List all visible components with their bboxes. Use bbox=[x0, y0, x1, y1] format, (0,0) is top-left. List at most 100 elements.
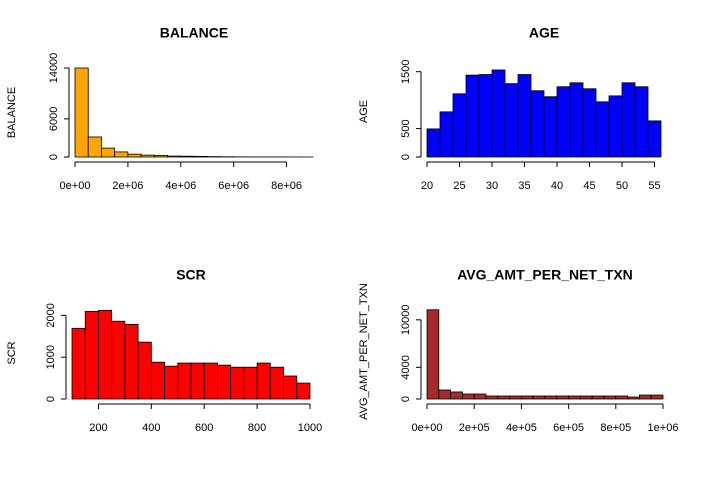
bar bbox=[509, 395, 522, 400]
y-tick-label: 0 bbox=[45, 396, 57, 402]
y-axis-label: BALANCE bbox=[6, 87, 18, 138]
y-tick-label: 500 bbox=[400, 119, 412, 137]
y-tick-label: 4000 bbox=[400, 355, 412, 379]
bar bbox=[582, 88, 597, 158]
bar bbox=[256, 362, 271, 400]
y-axis-label: SCR bbox=[6, 341, 18, 364]
bar bbox=[497, 395, 510, 400]
bar bbox=[478, 74, 493, 158]
bar bbox=[101, 147, 116, 158]
y-tick-label: 1000 bbox=[45, 345, 57, 369]
x-tick-label: 4e+05 bbox=[506, 422, 537, 434]
bar bbox=[137, 341, 152, 400]
y-tick-label: 1500 bbox=[400, 59, 412, 83]
y-tick-label: 2000 bbox=[45, 303, 57, 327]
bar bbox=[580, 395, 593, 400]
bar bbox=[521, 395, 534, 400]
bar bbox=[438, 389, 451, 400]
bar bbox=[465, 74, 480, 158]
x-tick-label: 6e+06 bbox=[218, 180, 249, 192]
x-tick-label: 800 bbox=[248, 422, 266, 434]
bar bbox=[87, 136, 102, 158]
y-tick-label: 6000 bbox=[48, 107, 60, 131]
x-tick-label: 400 bbox=[142, 422, 160, 434]
x-tick-label: 55 bbox=[648, 180, 660, 192]
bar bbox=[627, 396, 640, 400]
bar bbox=[473, 393, 487, 400]
y-tick-label: 0 bbox=[400, 396, 412, 402]
bar bbox=[491, 69, 506, 158]
bar bbox=[621, 82, 636, 158]
bar bbox=[556, 86, 571, 158]
bar bbox=[639, 394, 652, 400]
bar bbox=[84, 310, 99, 400]
y-tick-label: 0 bbox=[400, 154, 412, 160]
bar bbox=[426, 309, 440, 400]
bar bbox=[111, 320, 126, 400]
bar bbox=[217, 364, 232, 400]
bar bbox=[190, 362, 205, 400]
bar bbox=[269, 366, 284, 400]
y-tick-label: 0 bbox=[48, 154, 60, 160]
bar bbox=[164, 365, 179, 400]
x-tick-label: 0e+00 bbox=[60, 180, 91, 192]
chart-title: AGE bbox=[529, 25, 559, 41]
chart-title: SCR bbox=[176, 267, 206, 283]
bar bbox=[74, 67, 89, 158]
x-tick-label: 1000 bbox=[298, 422, 322, 434]
bar bbox=[243, 366, 258, 400]
bar bbox=[556, 395, 569, 400]
bar bbox=[532, 395, 546, 400]
bar bbox=[461, 393, 475, 400]
bar bbox=[283, 375, 298, 400]
bar bbox=[193, 155, 208, 158]
chart-title: AVG_AMT_PER_NET_TXN bbox=[457, 267, 633, 283]
bar bbox=[439, 111, 454, 158]
bar bbox=[608, 95, 623, 158]
bar bbox=[114, 151, 129, 158]
x-tick-label: 2e+06 bbox=[112, 180, 143, 192]
y-axis-label: AGE bbox=[358, 100, 370, 123]
bar bbox=[569, 82, 584, 158]
x-tick-label: 50 bbox=[616, 180, 628, 192]
bar bbox=[127, 153, 142, 158]
bar bbox=[595, 101, 610, 158]
bar bbox=[603, 395, 617, 400]
x-tick-label: 6e+05 bbox=[553, 422, 584, 434]
x-tick-label: 1e+06 bbox=[648, 422, 679, 434]
bar bbox=[504, 83, 519, 158]
bar bbox=[634, 86, 649, 158]
x-tick-label: 4e+06 bbox=[165, 180, 196, 192]
x-tick-label: 20 bbox=[421, 180, 433, 192]
chart-title: BALANCE bbox=[160, 25, 228, 41]
bar bbox=[543, 96, 558, 158]
x-tick-label: 25 bbox=[453, 180, 465, 192]
x-tick-label: 45 bbox=[583, 180, 595, 192]
y-axis-label: AVG_AMT_PER_NET_TXN bbox=[358, 283, 370, 420]
bar bbox=[71, 327, 86, 400]
y-tick-label: 10000 bbox=[400, 305, 412, 336]
bar bbox=[530, 90, 545, 158]
bar bbox=[647, 120, 662, 158]
x-tick-label: 30 bbox=[486, 180, 498, 192]
bar bbox=[203, 362, 218, 400]
y-tick-label: 14000 bbox=[48, 53, 60, 84]
bar bbox=[230, 366, 245, 400]
x-tick-label: 2e+05 bbox=[459, 422, 490, 434]
bar bbox=[591, 395, 605, 400]
x-tick-label: 200 bbox=[89, 422, 107, 434]
bar bbox=[150, 361, 165, 400]
bar bbox=[544, 395, 558, 400]
bar bbox=[650, 394, 664, 400]
bar bbox=[153, 155, 168, 158]
bar bbox=[485, 395, 499, 400]
bar bbox=[296, 382, 311, 400]
x-tick-label: 40 bbox=[551, 180, 563, 192]
bar bbox=[167, 155, 182, 158]
bar bbox=[615, 395, 628, 400]
bar bbox=[452, 93, 467, 158]
bar bbox=[180, 155, 195, 158]
x-tick-label: 0e+00 bbox=[412, 422, 443, 434]
bar bbox=[426, 128, 441, 158]
